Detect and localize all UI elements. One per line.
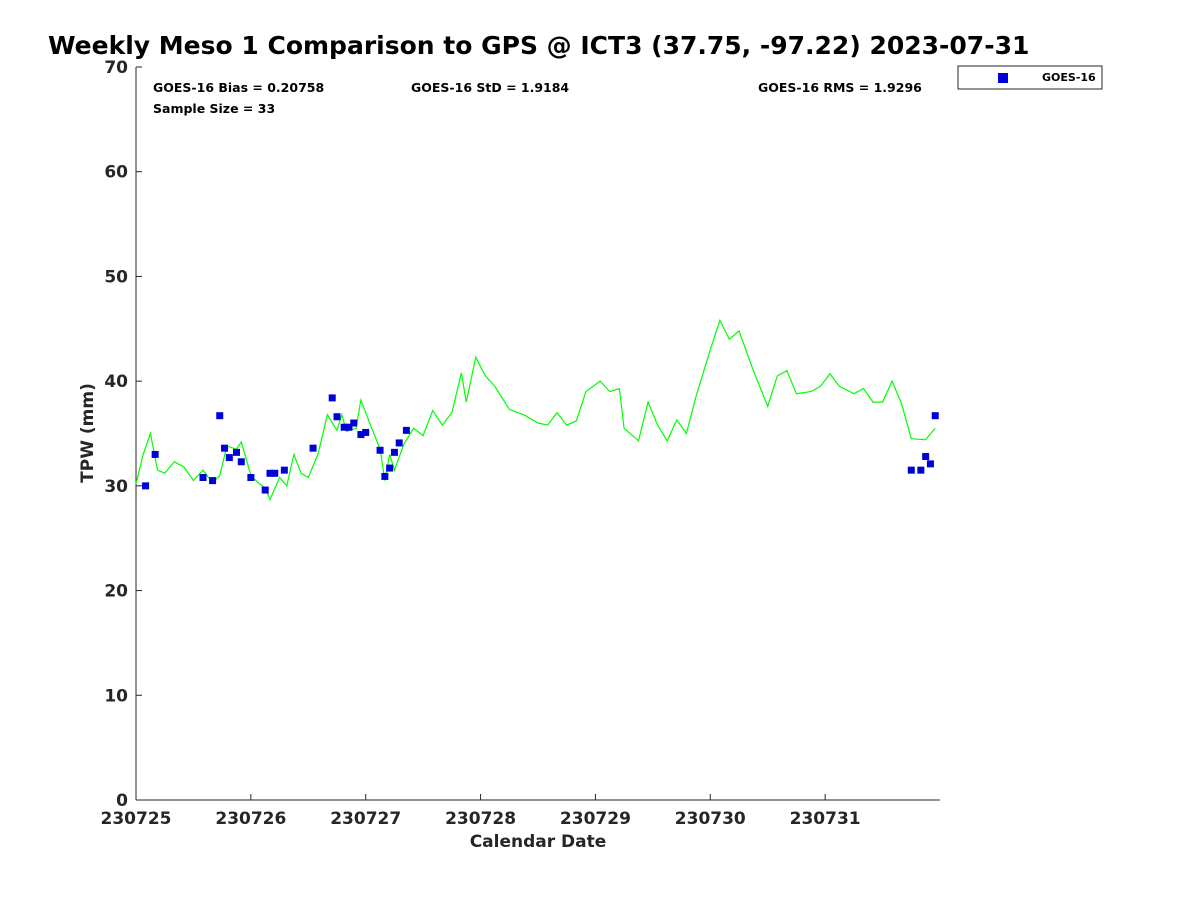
x-tick-label: 230731: [790, 809, 861, 829]
goes16-point: [261, 486, 269, 494]
goes16-point: [340, 423, 348, 431]
goes16-point: [350, 419, 358, 427]
legend-marker: [998, 73, 1008, 83]
goes16-point: [386, 464, 394, 472]
goes16-point: [309, 444, 317, 452]
goes16-point: [247, 473, 255, 481]
goes16-point: [266, 469, 274, 477]
y-tick-label: 50: [104, 267, 128, 287]
x-tick-label: 230726: [215, 809, 286, 829]
goes16-point: [395, 439, 403, 447]
axis-ticks: 0 10 20 30 40 50 60 70 230725 230726 230727 230728 2…: [101, 58, 861, 829]
y-tick-label: 30: [104, 477, 128, 497]
y-tick-label: 20: [104, 582, 128, 602]
goes16-point: [345, 423, 353, 431]
goes16-point: [917, 466, 925, 474]
goes16-point: [221, 444, 229, 452]
goes16-point: [271, 469, 279, 477]
goes16-point: [142, 482, 150, 490]
stats-annotations: GOES-16 Bias = 0.20758 GOES-16 StD = 1.9…: [153, 80, 922, 116]
sample-size-annotation: Sample Size = 33: [153, 101, 275, 116]
goes16-point: [237, 458, 245, 466]
goes16-point: [926, 460, 934, 468]
goes16-point: [151, 450, 159, 458]
x-tick-label: 230725: [101, 809, 172, 829]
y-axis-label: TPW (mm): [78, 383, 98, 483]
goes16-point: [931, 412, 939, 420]
goes16-point: [907, 466, 915, 474]
goes16-point: [376, 446, 384, 454]
std-annotation: GOES-16 StD = 1.9184: [411, 80, 569, 95]
goes16-point: [362, 428, 370, 436]
gps-series-line: [135, 318, 936, 502]
x-tick-label: 230730: [675, 809, 746, 829]
goes16-point: [357, 431, 365, 439]
goes16-point: [216, 412, 224, 420]
goes16-point: [922, 453, 930, 461]
y-tick-label: 40: [104, 372, 128, 392]
legend: GOES-16: [957, 65, 1103, 90]
goes16-series-points: [142, 394, 939, 494]
rms-annotation: GOES-16 RMS = 1.9296: [758, 80, 922, 95]
y-tick-label: 10: [104, 686, 128, 706]
legend-box: [957, 65, 1103, 90]
legend-label: GOES-16: [1042, 71, 1096, 84]
goes16-point: [199, 473, 207, 481]
goes16-point: [328, 394, 336, 402]
plot-area: [135, 67, 940, 801]
goes16-point: [381, 472, 389, 480]
y-tick-label: 60: [104, 163, 128, 183]
goes16-point: [209, 477, 217, 485]
goes16-point: [280, 466, 288, 474]
chart-title: Weekly Meso 1 Comparison to GPS @ ICT3 (…: [48, 31, 1029, 60]
x-axis-label: Calendar Date: [470, 832, 607, 852]
y-tick-label: 70: [104, 58, 128, 78]
goes16-point: [333, 413, 341, 421]
goes16-point: [233, 448, 240, 456]
x-tick-label: 230728: [445, 809, 516, 829]
x-tick-label: 230727: [330, 809, 401, 829]
goes16-point: [390, 448, 398, 456]
y-tick-label: 0: [116, 791, 128, 811]
bias-annotation: GOES-16 Bias = 0.20758: [153, 80, 324, 95]
goes16-point: [402, 426, 410, 434]
goes16-point: [225, 454, 233, 462]
gps-tpw-line: [135, 318, 936, 502]
x-tick-label: 230729: [560, 809, 631, 829]
